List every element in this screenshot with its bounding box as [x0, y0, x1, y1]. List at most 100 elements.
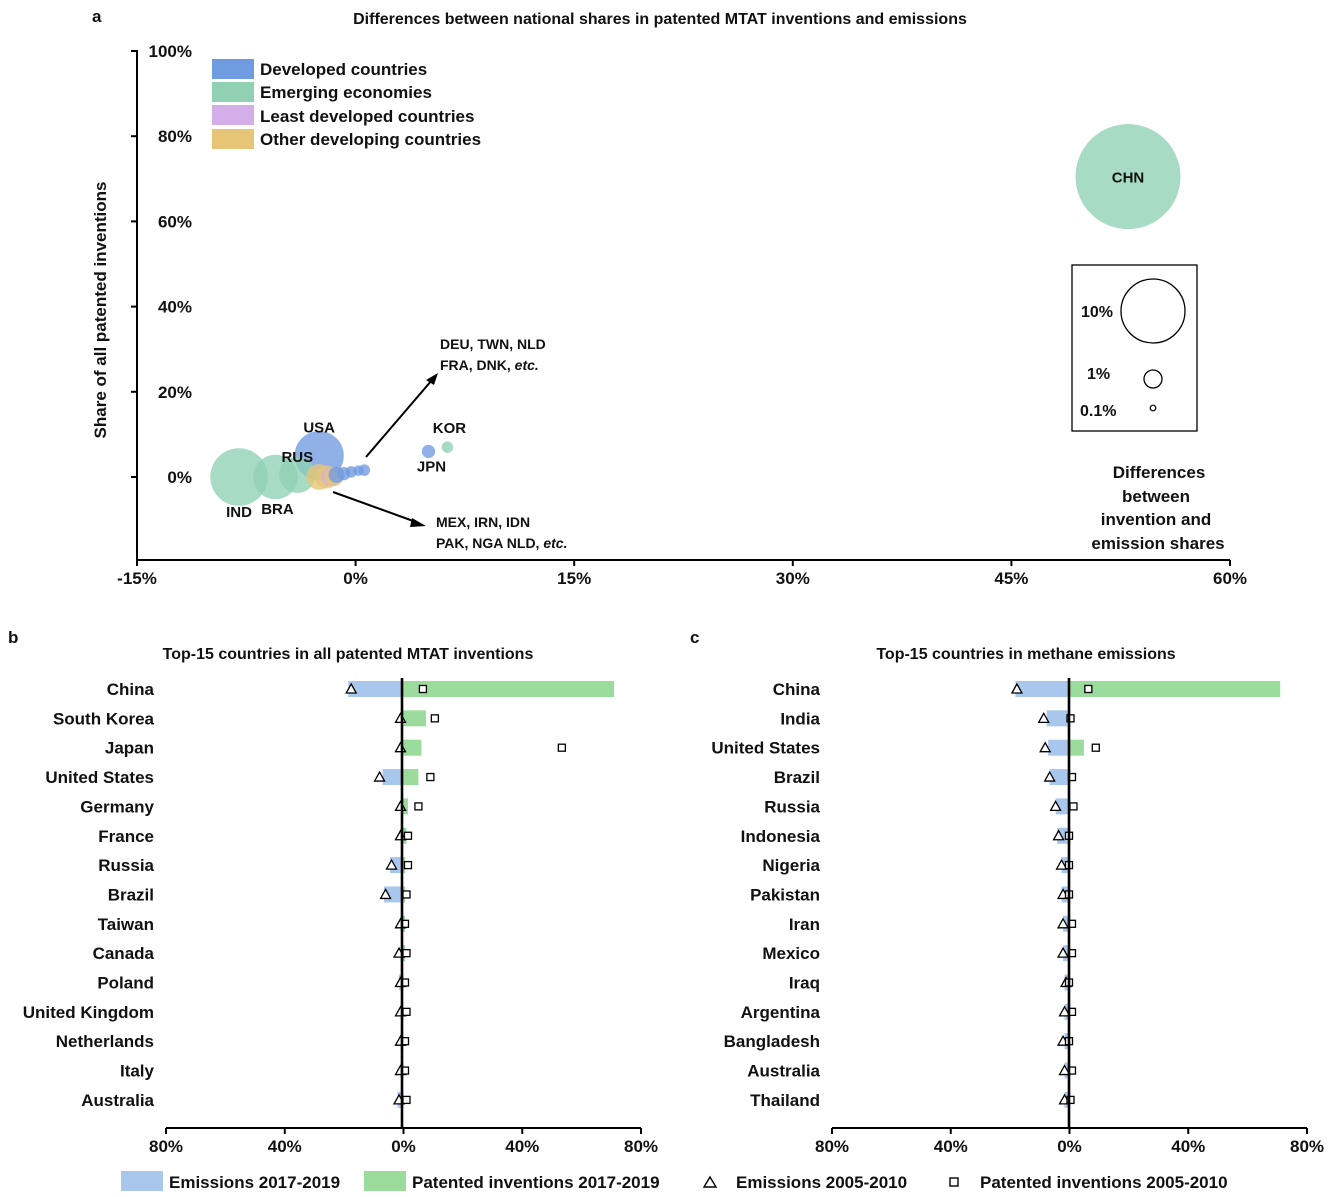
category-label: Japan	[105, 739, 154, 758]
panel-a-ticks: -15% 0% 15% 30% 45% 60% 0% 20% 40% 60% 80% 100%	[117, 42, 1247, 588]
category-label: Argentina	[741, 1003, 821, 1022]
marker-patented-2005-2010	[1069, 802, 1078, 811]
marker-patented-2005-2010	[426, 772, 435, 782]
marker-emissions-2005-2010	[1049, 800, 1062, 812]
bubble-kor	[441, 441, 454, 453]
category-label: Australia	[747, 1062, 820, 1081]
bar-patented-2017-2019	[1069, 681, 1281, 697]
panel-b-title: Top-15 countries in all patented MTAT in…	[163, 646, 534, 663]
marker-patented-2005-2010	[403, 860, 413, 870]
bar-emissions-2017-2019	[348, 681, 402, 697]
marker-patented-2005-2010	[1091, 743, 1100, 752]
bottom-legend: Emissions 2017-2019 Patented inventions …	[121, 1171, 1228, 1192]
y-tick-label: 100%	[149, 42, 192, 61]
bar-patented-2017-2019	[402, 739, 422, 756]
x-tick-label: -15%	[117, 569, 157, 588]
bubble-jpn	[421, 444, 436, 459]
legend-swatch-least-developed	[212, 105, 254, 125]
panel-a-ylabel: Share of all patented inventions	[91, 182, 110, 439]
marker-emissions-2005-2010	[1043, 770, 1056, 782]
marker-emissions-2005-2010	[373, 770, 386, 782]
legend-emissions-0510-label: Emissions 2005-2010	[736, 1173, 907, 1192]
y-tick-label: 20%	[158, 383, 192, 402]
category-label: Russia	[98, 856, 154, 875]
category-label: United States	[45, 768, 154, 787]
marker-patented-2005-2010	[557, 743, 566, 752]
panel-a-bubbles: CHN IND BRA RUS USA JPN KOR	[210, 124, 1181, 521]
bar-emissions-2017-2019	[382, 769, 402, 786]
legend-swatch-other-developing	[212, 129, 254, 149]
marker-emissions-2005-2010	[1055, 858, 1068, 870]
panel-a-xlabel: Differences between invention and emissi…	[1091, 463, 1224, 553]
size-legend-label-1: 1%	[1087, 366, 1110, 383]
x-tick-label: 0%	[391, 1137, 416, 1156]
category-label: France	[98, 827, 154, 846]
x-tick-label: 0%	[343, 569, 368, 588]
panel-a: a Differences between national shares in…	[91, 7, 1247, 588]
x-tick-label: 45%	[994, 569, 1028, 588]
category-label: Taiwan	[98, 915, 154, 934]
bubble-chn	[1075, 124, 1181, 230]
panel-a-legend: Developed countries Emerging economies L…	[212, 59, 481, 149]
marker-emissions-2005-2010	[385, 858, 398, 870]
size-legend-label-01: 0.1%	[1080, 403, 1116, 420]
legend-label-emerging: Emerging economies	[260, 83, 432, 102]
bar-emissions-2017-2019	[1046, 710, 1069, 727]
annotation-upper-arrowhead	[426, 373, 438, 385]
legend-patented-0510-marker	[949, 1177, 959, 1187]
legend-label-least-developed: Least developed countries	[260, 107, 474, 126]
bar-patented-2017-2019	[1069, 739, 1084, 756]
bubble-label-rus: RUS	[281, 449, 313, 466]
panel-a-letter: a	[92, 7, 102, 26]
xlabel-line-2: between	[1122, 487, 1190, 506]
annotation-lower: MEX, IRN, IDN PAK, NGA NLD, etc.	[332, 491, 567, 551]
size-legend-circle-10	[1120, 278, 1186, 344]
panel-a-title: Differences between national shares in p…	[353, 11, 967, 28]
category-label: Netherlands	[56, 1032, 154, 1051]
bubble-label-bra: BRA	[261, 501, 294, 518]
x-tick-label: 30%	[776, 569, 810, 588]
panel-c-chart: China India United States Brazil Russia Indon…	[711, 678, 1324, 1156]
category-label: Brazil	[108, 885, 154, 904]
bar-emissions-2017-2019	[390, 857, 402, 874]
x-tick-label: 80%	[1290, 1137, 1324, 1156]
marker-patented-2005-2010	[402, 890, 411, 899]
x-tick-label: 80%	[149, 1137, 183, 1156]
marker-patented-2005-2010	[1066, 714, 1075, 723]
x-tick-label: 40%	[268, 1137, 302, 1156]
category-label: Thailand	[750, 1091, 820, 1110]
bubble-point-14	[353, 465, 364, 476]
bar-emissions-2017-2019	[1048, 739, 1069, 756]
legend-swatch-emerging	[212, 82, 254, 102]
category-label: Pakistan	[750, 885, 820, 904]
panel-b-chart: China South Korea Japan United States German…	[23, 678, 658, 1156]
bar-patented-2017-2019	[402, 857, 405, 874]
bubble-rus	[279, 456, 316, 494]
marker-patented-2005-2010	[402, 949, 411, 958]
category-label: Italy	[120, 1062, 155, 1081]
x-tick-label: 40%	[1171, 1137, 1205, 1156]
bubble-ind	[210, 448, 268, 506]
category-label: China	[107, 680, 155, 699]
category-label: Brazil	[774, 768, 820, 787]
marker-emissions-2005-2010	[1052, 829, 1065, 841]
category-label: Bangladesh	[724, 1032, 820, 1051]
x-tick-label: 0%	[1057, 1137, 1082, 1156]
panel-c: c Top-15 countries in methane emissions …	[690, 628, 1324, 1156]
legend-emissions-0510-marker	[702, 1175, 718, 1188]
annotation-lower-arrow-line	[332, 491, 417, 523]
category-label: Poland	[97, 974, 154, 993]
bar-patented-2017-2019	[402, 769, 419, 786]
marker-emissions-2005-2010	[345, 682, 358, 694]
marker-emissions-2005-2010	[1037, 712, 1050, 723]
category-label: Canada	[93, 944, 155, 963]
category-label: Russia	[764, 797, 820, 816]
legend-emissions-1719-swatch	[121, 1171, 163, 1191]
legend-label-other-developing: Other developing countries	[260, 130, 481, 149]
annotation-lower-arrowhead	[410, 518, 426, 527]
category-label: China	[773, 680, 821, 699]
category-label: Australia	[81, 1091, 154, 1110]
annotation-upper-arrow-line	[365, 379, 433, 458]
marker-emissions-2005-2010	[1039, 741, 1052, 753]
